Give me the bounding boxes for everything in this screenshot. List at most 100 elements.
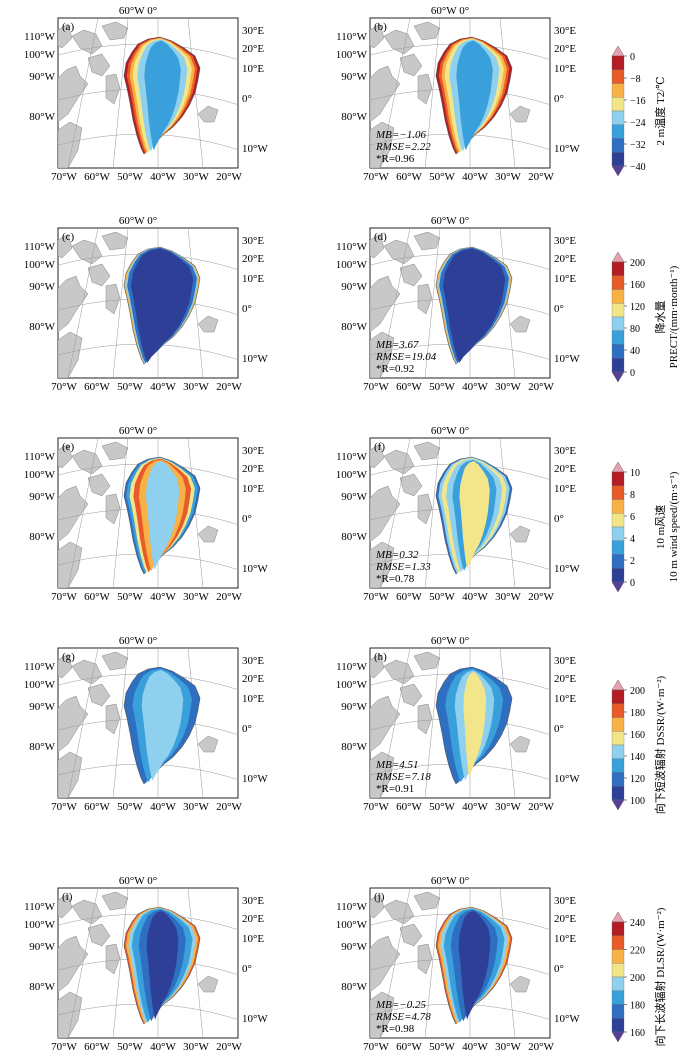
map-content xyxy=(58,438,238,588)
left-lat-label: 80°W xyxy=(341,531,367,543)
panel-label: (j) xyxy=(374,891,385,903)
land-mass xyxy=(197,105,219,123)
left-lat-label: 90°W xyxy=(29,701,55,713)
colorbar-segment xyxy=(611,976,625,991)
right-graticule-label: 10°W xyxy=(554,773,580,785)
meridian-line xyxy=(424,888,441,1038)
land-mass xyxy=(399,263,423,287)
colorbar-segment xyxy=(611,540,625,555)
colorbar-tick-label: 0 xyxy=(630,52,635,63)
colorbar-tick-label: −24 xyxy=(630,118,646,129)
greenland-field-layer xyxy=(456,40,493,151)
land-mass xyxy=(58,443,73,469)
right-graticule-label: 20°E xyxy=(554,463,576,475)
colorbar-segment xyxy=(611,110,625,125)
left-lat-label: 80°W xyxy=(29,111,55,123)
land-mass xyxy=(509,735,531,753)
stat-mb: MB=3.67 xyxy=(375,339,419,351)
colorbar-over-triangle xyxy=(611,45,625,57)
colorbar-tick-label: 80 xyxy=(630,324,640,335)
land-mass xyxy=(413,441,441,461)
colorbar-under-triangle xyxy=(611,371,625,383)
bottom-lon-label: 70°W xyxy=(363,171,389,183)
colorbar-tick-label: 180 xyxy=(630,1001,645,1012)
meridian-line xyxy=(187,18,204,168)
meridian-line xyxy=(379,438,411,588)
land-mass xyxy=(417,493,433,525)
left-lat-label: 100°W xyxy=(24,469,56,481)
stat-rmse: RMSE=7.18 xyxy=(375,771,431,783)
left-lat-label: 90°W xyxy=(341,701,367,713)
colorbar-title: 2 m温度 T2/℃ xyxy=(653,76,667,145)
colorbar-segment xyxy=(611,485,625,500)
top-lon-label: 60°W 0° xyxy=(119,875,157,887)
right-graticule-label: 10°E xyxy=(242,693,264,705)
bottom-lon-label: 60°W xyxy=(396,591,422,603)
top-lon-label: 60°W 0° xyxy=(119,635,157,647)
right-graticule-label: 30°E xyxy=(554,895,576,907)
map-panel-g: (g) 60°W 0° 110°W 100°W 90°W 80°W 30°E 20°E 10°E… xyxy=(24,635,269,813)
left-lat-label: 80°W xyxy=(29,531,55,543)
colorbar-segment xyxy=(611,69,625,84)
right-graticule-label: 20°E xyxy=(242,913,264,925)
right-graticule-label: 20°E xyxy=(554,43,576,55)
bottom-lon-label: 20°W xyxy=(528,591,554,603)
colorbar-title-en: PRECT/(mm·month⁻¹) xyxy=(668,265,680,368)
greenland-field-layer xyxy=(141,670,184,781)
right-graticule-label: 20°E xyxy=(242,253,264,265)
colorbar-tick-label: 6 xyxy=(630,512,635,523)
bottom-lon-label: 20°W xyxy=(216,801,242,813)
bottom-lon-label: 50°W xyxy=(117,171,143,183)
left-lat-label: 110°W xyxy=(24,241,55,253)
land-mass xyxy=(58,751,83,798)
colorbar-segment xyxy=(611,83,625,98)
right-graticule-label: 0° xyxy=(554,93,564,105)
map-panel-i: (i) 60°W 0° 110°W 100°W 90°W 80°W 30°E 20°E 10°E… xyxy=(24,875,269,1053)
bottom-lon-label: 50°W xyxy=(429,171,455,183)
right-graticule-label: 10°E xyxy=(242,63,264,75)
bottom-lon-label: 70°W xyxy=(363,1041,389,1053)
bottom-lon-label: 70°W xyxy=(51,591,77,603)
colorbar-segment xyxy=(611,55,625,70)
colorbar-tick-label: −8 xyxy=(630,74,641,85)
bottom-lon-label: 30°W xyxy=(495,1041,521,1053)
right-graticule-label: 20°E xyxy=(554,673,576,685)
left-lat-label: 110°W xyxy=(336,451,367,463)
bottom-lon-label: 60°W xyxy=(84,171,110,183)
colorbar-segment xyxy=(611,935,625,950)
colorbar-tick-label: 160 xyxy=(630,730,645,741)
land-mass xyxy=(58,121,83,168)
top-lon-label: 60°W 0° xyxy=(431,875,469,887)
map-content xyxy=(370,438,550,588)
bottom-lon-label: 50°W xyxy=(117,381,143,393)
top-lon-label: 60°W 0° xyxy=(119,215,157,227)
left-lat-label: 80°W xyxy=(29,321,55,333)
right-graticule-label: 10°E xyxy=(242,273,264,285)
colorbar-5: 240 220 200 180 160 向下长波辐射 DLSR/(W·m⁻²) xyxy=(611,907,667,1046)
bottom-lon-label: 30°W xyxy=(495,381,521,393)
colorbar-segment xyxy=(611,330,625,345)
colorbar-segment xyxy=(611,261,625,276)
colorbar-segment xyxy=(611,138,625,153)
left-lat-label: 110°W xyxy=(336,661,367,673)
left-lat-label: 90°W xyxy=(341,491,367,503)
right-graticule-label: 0° xyxy=(554,723,564,735)
colorbar-under-triangle xyxy=(611,1031,625,1043)
right-graticule-label: 10°E xyxy=(242,483,264,495)
right-graticule-label: 10°W xyxy=(242,773,268,785)
colorbar-segment xyxy=(611,1018,625,1033)
right-graticule-label: 0° xyxy=(554,963,564,975)
land-mass xyxy=(58,331,83,378)
colorbar-segment xyxy=(611,949,625,964)
map-content xyxy=(370,888,550,1038)
right-graticule-label: 10°W xyxy=(242,563,268,575)
meridian-line xyxy=(112,888,129,1038)
right-graticule-label: 30°E xyxy=(242,235,264,247)
map-content xyxy=(370,228,550,378)
left-lat-label: 110°W xyxy=(336,31,367,43)
colorbar-tick-label: −40 xyxy=(630,162,646,173)
colorbar-tick-label: 10 xyxy=(630,468,640,479)
land-mass xyxy=(101,651,129,671)
greenland-field-layer xyxy=(131,248,194,363)
